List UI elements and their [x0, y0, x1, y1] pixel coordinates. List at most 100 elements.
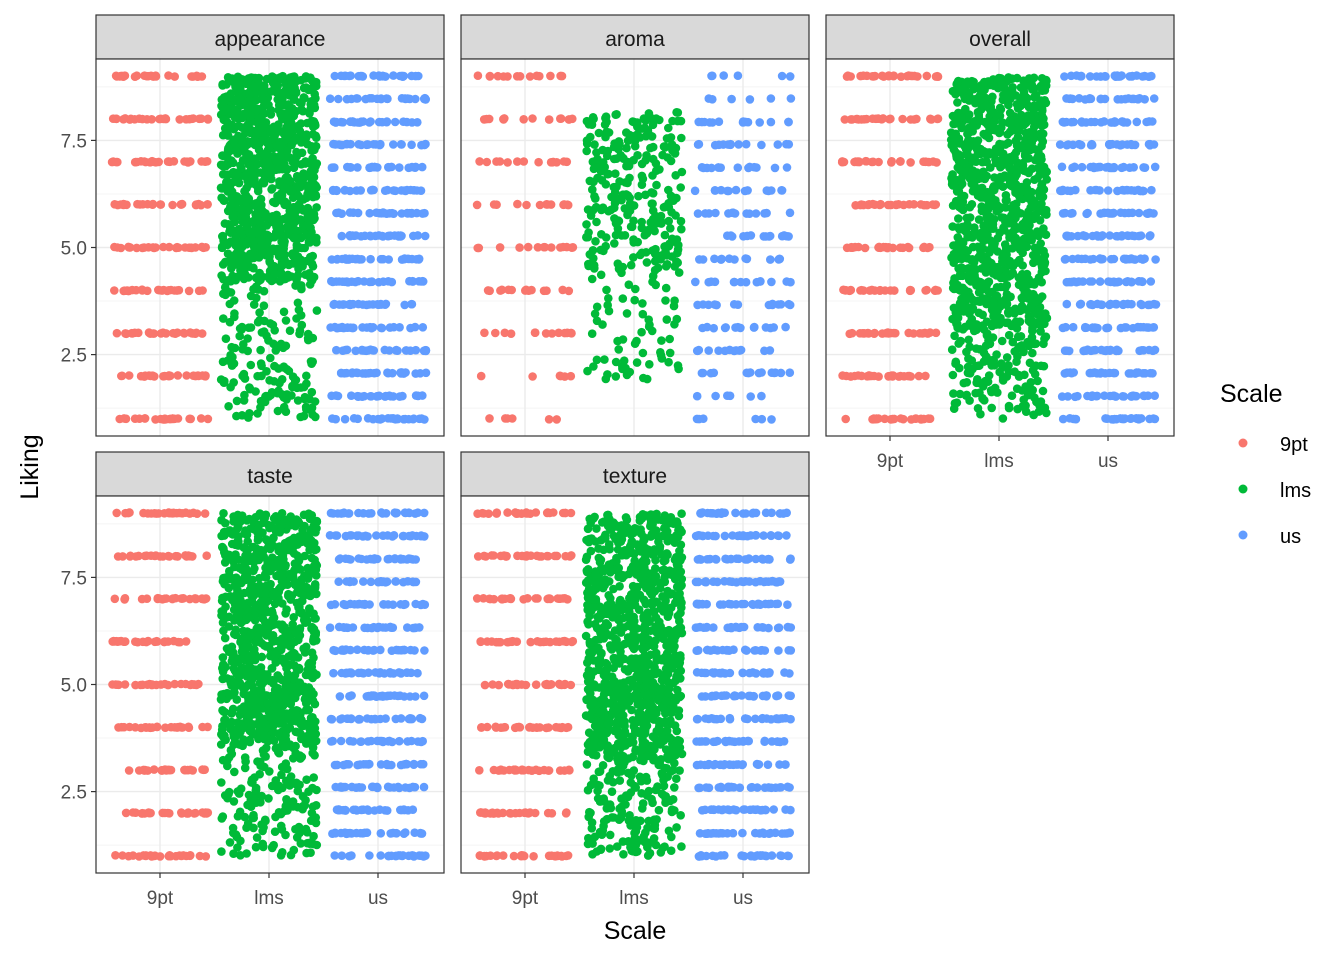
point-us: [730, 255, 739, 264]
point-9pt: [906, 158, 915, 167]
point-us: [395, 392, 405, 401]
point-lms: [306, 223, 315, 233]
point-us: [1127, 94, 1137, 104]
point-lms: [590, 140, 599, 149]
point-lms: [247, 169, 257, 179]
point-lms: [660, 143, 670, 152]
point-us: [376, 139, 385, 149]
point-lms: [310, 397, 320, 406]
facet-strip-overall: [825, 14, 1175, 60]
point-9pt: [141, 157, 150, 167]
point-lms: [231, 146, 241, 156]
point-us: [367, 323, 376, 333]
point-9pt: [905, 286, 915, 296]
point-lms: [238, 345, 247, 354]
point-9pt: [886, 415, 896, 424]
point-9pt: [887, 157, 896, 166]
point-lms: [601, 374, 611, 384]
point-us: [348, 254, 357, 264]
point-us: [410, 322, 420, 332]
point-lms: [248, 217, 258, 227]
point-9pt: [131, 808, 140, 817]
point-lms: [246, 323, 256, 332]
point-us: [1085, 277, 1095, 286]
point-lms: [618, 361, 627, 371]
point-9pt: [499, 115, 508, 124]
point-lms: [983, 256, 993, 265]
point-lms: [1007, 391, 1017, 401]
point-9pt: [556, 114, 565, 123]
point-us: [1146, 277, 1156, 286]
point-us: [727, 232, 737, 241]
point-us: [707, 163, 716, 173]
point-us: [690, 186, 700, 196]
point-9pt: [861, 156, 871, 166]
point-lms: [597, 176, 607, 185]
point-9pt: [874, 243, 884, 252]
point-us: [403, 94, 413, 103]
point-lms: [1014, 273, 1023, 282]
point-lms: [642, 258, 652, 267]
point-9pt: [120, 595, 129, 604]
point-9pt: [132, 243, 141, 253]
facet-strip-label: taste: [247, 465, 293, 488]
point-us: [1140, 163, 1150, 172]
point-9pt: [539, 286, 549, 296]
point-lms: [1007, 74, 1017, 83]
point-us: [733, 300, 743, 310]
point-lms: [310, 145, 319, 155]
point-lms: [617, 231, 626, 240]
point-9pt: [124, 508, 133, 518]
point-us: [368, 414, 378, 424]
point-us: [365, 208, 375, 218]
point-lms: [949, 389, 958, 398]
point-9pt: [168, 328, 178, 338]
point-us: [777, 186, 786, 195]
point-us: [782, 163, 792, 172]
point-9pt: [172, 723, 182, 732]
point-us: [376, 323, 386, 333]
point-lms: [988, 107, 998, 117]
point-lms: [972, 344, 981, 353]
point-us: [742, 231, 752, 241]
point-lms: [256, 235, 266, 245]
point-us: [332, 185, 341, 195]
point-us: [325, 94, 335, 103]
point-lms: [1036, 361, 1046, 371]
point-us: [706, 277, 716, 287]
point-lms: [981, 283, 991, 293]
point-us: [1130, 391, 1140, 401]
point-lms: [630, 295, 639, 305]
point-9pt: [566, 371, 576, 381]
point-9pt: [190, 594, 200, 603]
point-lms: [267, 214, 276, 224]
point-us: [775, 254, 785, 264]
point-9pt: [846, 72, 855, 81]
point-lms: [232, 248, 242, 257]
point-lms: [263, 230, 272, 240]
point-lms: [989, 305, 999, 315]
point-lms: [284, 107, 294, 116]
point-us: [416, 186, 426, 195]
point-lms: [237, 325, 246, 334]
point-lms: [964, 335, 973, 345]
point-lms: [1040, 251, 1050, 260]
point-lms: [239, 262, 248, 272]
point-lms: [1028, 85, 1037, 94]
point-lms: [230, 78, 239, 87]
point-9pt: [147, 680, 157, 690]
point-lms: [268, 609, 277, 618]
point-lms: [645, 360, 654, 369]
point-9pt: [200, 809, 209, 818]
point-us: [1057, 392, 1067, 401]
point-lms: [629, 216, 638, 226]
point-us: [1137, 300, 1147, 310]
point-us: [342, 94, 352, 104]
point-lms: [619, 154, 628, 163]
point-us: [399, 117, 408, 126]
point-9pt: [512, 72, 522, 81]
point-us: [1067, 117, 1076, 127]
point-lms: [618, 190, 628, 199]
point-us: [1145, 231, 1154, 241]
point-us: [741, 139, 751, 149]
